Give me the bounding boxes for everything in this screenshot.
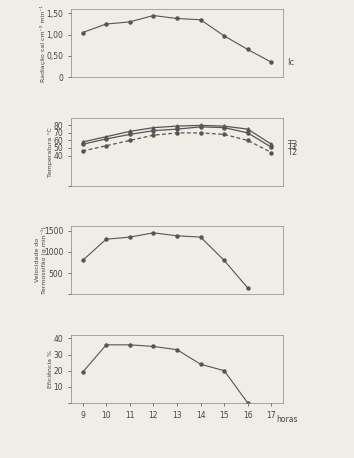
Y-axis label: Velocidade do
Termossifão (g min⁻¹): Velocidade do Termossifão (g min⁻¹) (35, 227, 47, 294)
Text: Ic: Ic (287, 58, 295, 67)
Text: horas: horas (276, 415, 298, 424)
Y-axis label: Temperatura °C: Temperatura °C (48, 127, 53, 177)
Y-axis label: Radiação cal cm⁻² min⁻¹: Radiação cal cm⁻² min⁻¹ (40, 5, 46, 82)
Text: T1: T1 (287, 143, 298, 152)
Text: T3: T3 (287, 140, 298, 149)
Y-axis label: Eficiência %: Eficiência % (48, 350, 53, 388)
Text: T2: T2 (287, 148, 298, 157)
